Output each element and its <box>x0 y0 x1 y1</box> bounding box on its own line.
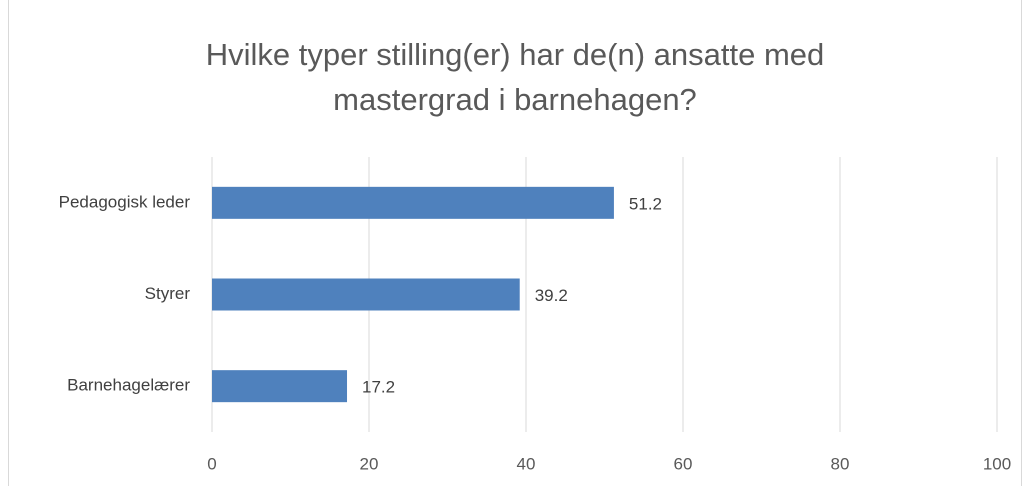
bar <box>212 278 520 311</box>
x-tick-label: 40 <box>517 454 536 473</box>
chart-title: mastergrad i barnehagen? <box>333 82 697 117</box>
y-tick-label: Pedagogisk leder <box>59 192 191 211</box>
value-label: 17.2 <box>362 378 395 397</box>
x-tick-label: 0 <box>207 454 216 473</box>
value-label: 51.2 <box>629 194 662 213</box>
x-tick-label: 60 <box>674 454 693 473</box>
chart-border <box>8 0 1022 486</box>
x-tick-label: 80 <box>831 454 850 473</box>
y-tick-label: Barnehagelærer <box>67 376 190 395</box>
bar <box>212 186 614 219</box>
bar <box>212 370 348 403</box>
value-label: 39.2 <box>535 286 568 305</box>
y-tick-label: Styrer <box>145 284 191 303</box>
x-tick-label: 100 <box>983 454 1011 473</box>
chart-title: Hvilke typer stilling(er) har de(n) ansa… <box>206 37 825 72</box>
x-tick-label: 20 <box>360 454 379 473</box>
